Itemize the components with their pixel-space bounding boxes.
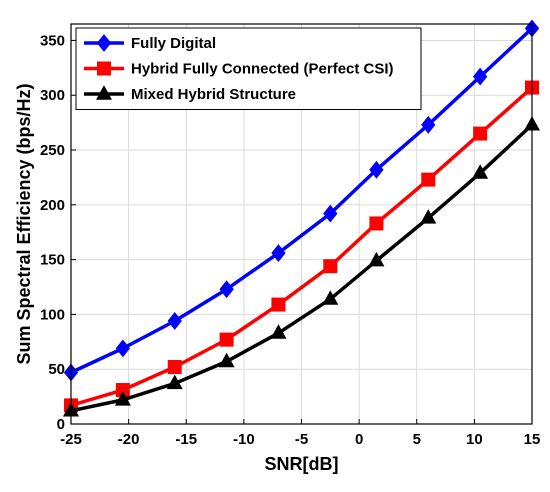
data-point xyxy=(219,332,234,347)
y-tick-label: 100 xyxy=(40,306,65,323)
x-tick-label: 0 xyxy=(355,431,363,448)
data-point xyxy=(323,204,338,223)
series-line xyxy=(70,123,534,413)
data-point xyxy=(167,360,182,375)
y-axis-title: Sum Spectral Efficiency (bps/Hz) xyxy=(14,83,34,364)
data-point xyxy=(369,216,384,231)
data-point xyxy=(270,324,287,339)
tick-labels: -25 -20 -15 -10 -5 0 5 10 1505010015020025030035… xyxy=(40,32,540,448)
x-tick-label: -20 xyxy=(118,431,140,448)
data-point xyxy=(114,391,131,406)
series-3 xyxy=(63,115,540,417)
x-tick-label: -25 xyxy=(60,431,82,448)
legend-item: Mixed Hybrid Structure xyxy=(84,85,296,103)
legend-item: Hybrid Fully Connected (Perfect CSI) xyxy=(84,61,394,78)
series-line xyxy=(70,27,534,375)
legend-label: Hybrid Fully Connected (Perfect CSI) xyxy=(131,61,394,78)
y-tick-label: 0 xyxy=(57,416,65,433)
data-point xyxy=(322,290,339,305)
x-tick-label: -15 xyxy=(175,431,197,448)
data-point xyxy=(420,209,437,224)
data-point xyxy=(473,126,488,141)
data-point xyxy=(421,115,436,134)
data-point xyxy=(271,297,286,312)
y-tick-label: 200 xyxy=(40,197,65,214)
legend-marker xyxy=(96,85,112,100)
y-tick-label: 300 xyxy=(40,87,65,104)
series-1 xyxy=(63,19,540,382)
data-point xyxy=(166,374,183,390)
x-tick-label: -5 xyxy=(295,431,308,448)
legend-marker xyxy=(97,61,111,76)
x-axis-title: SNR[dB] xyxy=(265,454,339,474)
y-tick-label: 350 xyxy=(40,32,65,49)
legend-item: Fully Digital xyxy=(84,34,216,52)
y-tick-label: 50 xyxy=(48,361,65,378)
data-point xyxy=(323,259,338,274)
legend: Fully Digital Hybrid Fully Connected (Per… xyxy=(75,27,422,110)
data-point xyxy=(369,160,384,179)
data-point xyxy=(472,164,489,179)
legend-marker xyxy=(96,34,112,52)
x-tick-label: 10 xyxy=(466,431,483,448)
data-point xyxy=(368,251,385,267)
legend-box xyxy=(75,27,422,110)
x-tick-label: -10 xyxy=(233,431,255,448)
x-tick-label: 5 xyxy=(413,431,421,448)
data-point xyxy=(271,244,286,262)
data-point xyxy=(115,339,131,358)
data-point xyxy=(167,312,182,330)
y-tick-label: 150 xyxy=(40,252,65,269)
data-point xyxy=(421,172,436,187)
x-tick-label: 15 xyxy=(524,431,541,448)
y-tick-label: 250 xyxy=(40,142,65,159)
legend-label: Fully Digital xyxy=(131,35,216,52)
data-point xyxy=(218,352,235,368)
data-point xyxy=(219,280,234,299)
series-line xyxy=(70,86,534,408)
data-point xyxy=(472,67,488,86)
legend-label: Mixed Hybrid Structure xyxy=(131,86,296,103)
